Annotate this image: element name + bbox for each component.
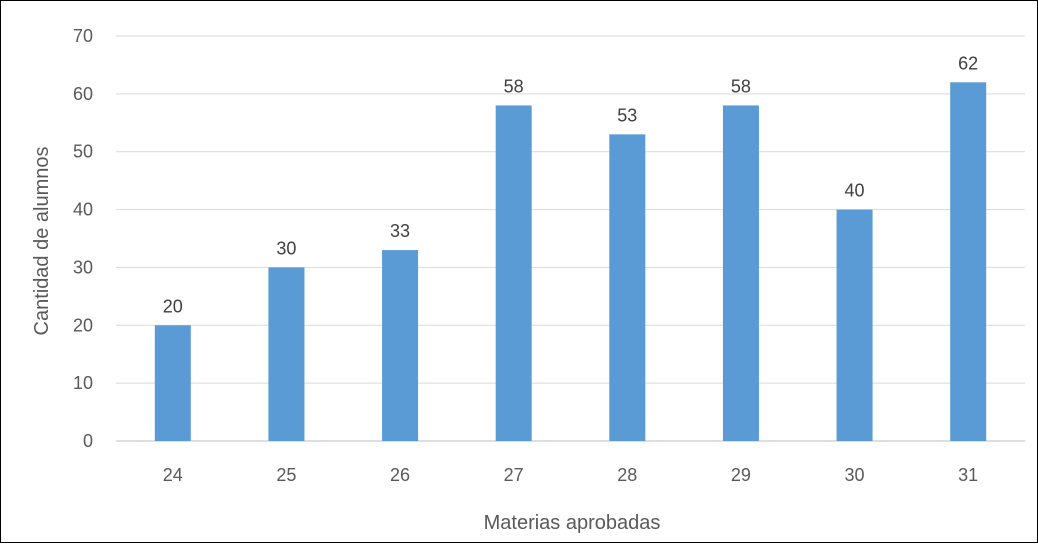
y-tick-label: 70: [73, 26, 93, 46]
y-tick-label: 0: [83, 431, 93, 451]
y-axis-ticks: 0 10 20 30 40 50 60 70: [73, 26, 93, 451]
y-tick-label: 20: [73, 315, 93, 335]
y-tick-label: 10: [73, 373, 93, 393]
y-tick-label: 60: [73, 84, 93, 104]
data-label: 33: [390, 221, 410, 241]
bar: [836, 209, 873, 441]
data-label: 20: [163, 296, 183, 316]
bar: [154, 325, 191, 441]
bars: [154, 82, 987, 442]
data-label: 40: [845, 181, 865, 201]
data-label: 30: [276, 238, 296, 258]
data-labels: 20 30 33 58 53 58 40 62: [163, 53, 978, 316]
data-label: 53: [617, 105, 637, 125]
gridlines: [116, 35, 1025, 442]
x-tick-label: 31: [958, 465, 978, 485]
x-tick-label: 25: [276, 465, 296, 485]
bar: [268, 267, 305, 441]
x-axis-ticks: 24 25 26 27 28 29 30 31: [163, 465, 978, 485]
bar: [950, 82, 987, 442]
bar: [609, 134, 646, 441]
x-tick-label: 30: [845, 465, 865, 485]
data-label: 58: [504, 76, 524, 96]
y-tick-label: 50: [73, 142, 93, 162]
x-tick-label: 29: [731, 465, 751, 485]
bar: [722, 105, 759, 441]
y-tick-label: 30: [73, 257, 93, 277]
x-tick-label: 27: [504, 465, 524, 485]
data-label: 58: [731, 76, 751, 96]
x-tick-label: 28: [617, 465, 637, 485]
data-label: 62: [958, 53, 978, 73]
x-tick-label: 24: [163, 465, 183, 485]
y-tick-label: 40: [73, 200, 93, 220]
x-axis-title: Materias aprobadas: [484, 512, 661, 534]
bar: [495, 105, 532, 441]
bar: [382, 250, 419, 441]
y-axis-title: Cantidad de alumnos: [31, 146, 53, 335]
x-tick-label: 26: [390, 465, 410, 485]
